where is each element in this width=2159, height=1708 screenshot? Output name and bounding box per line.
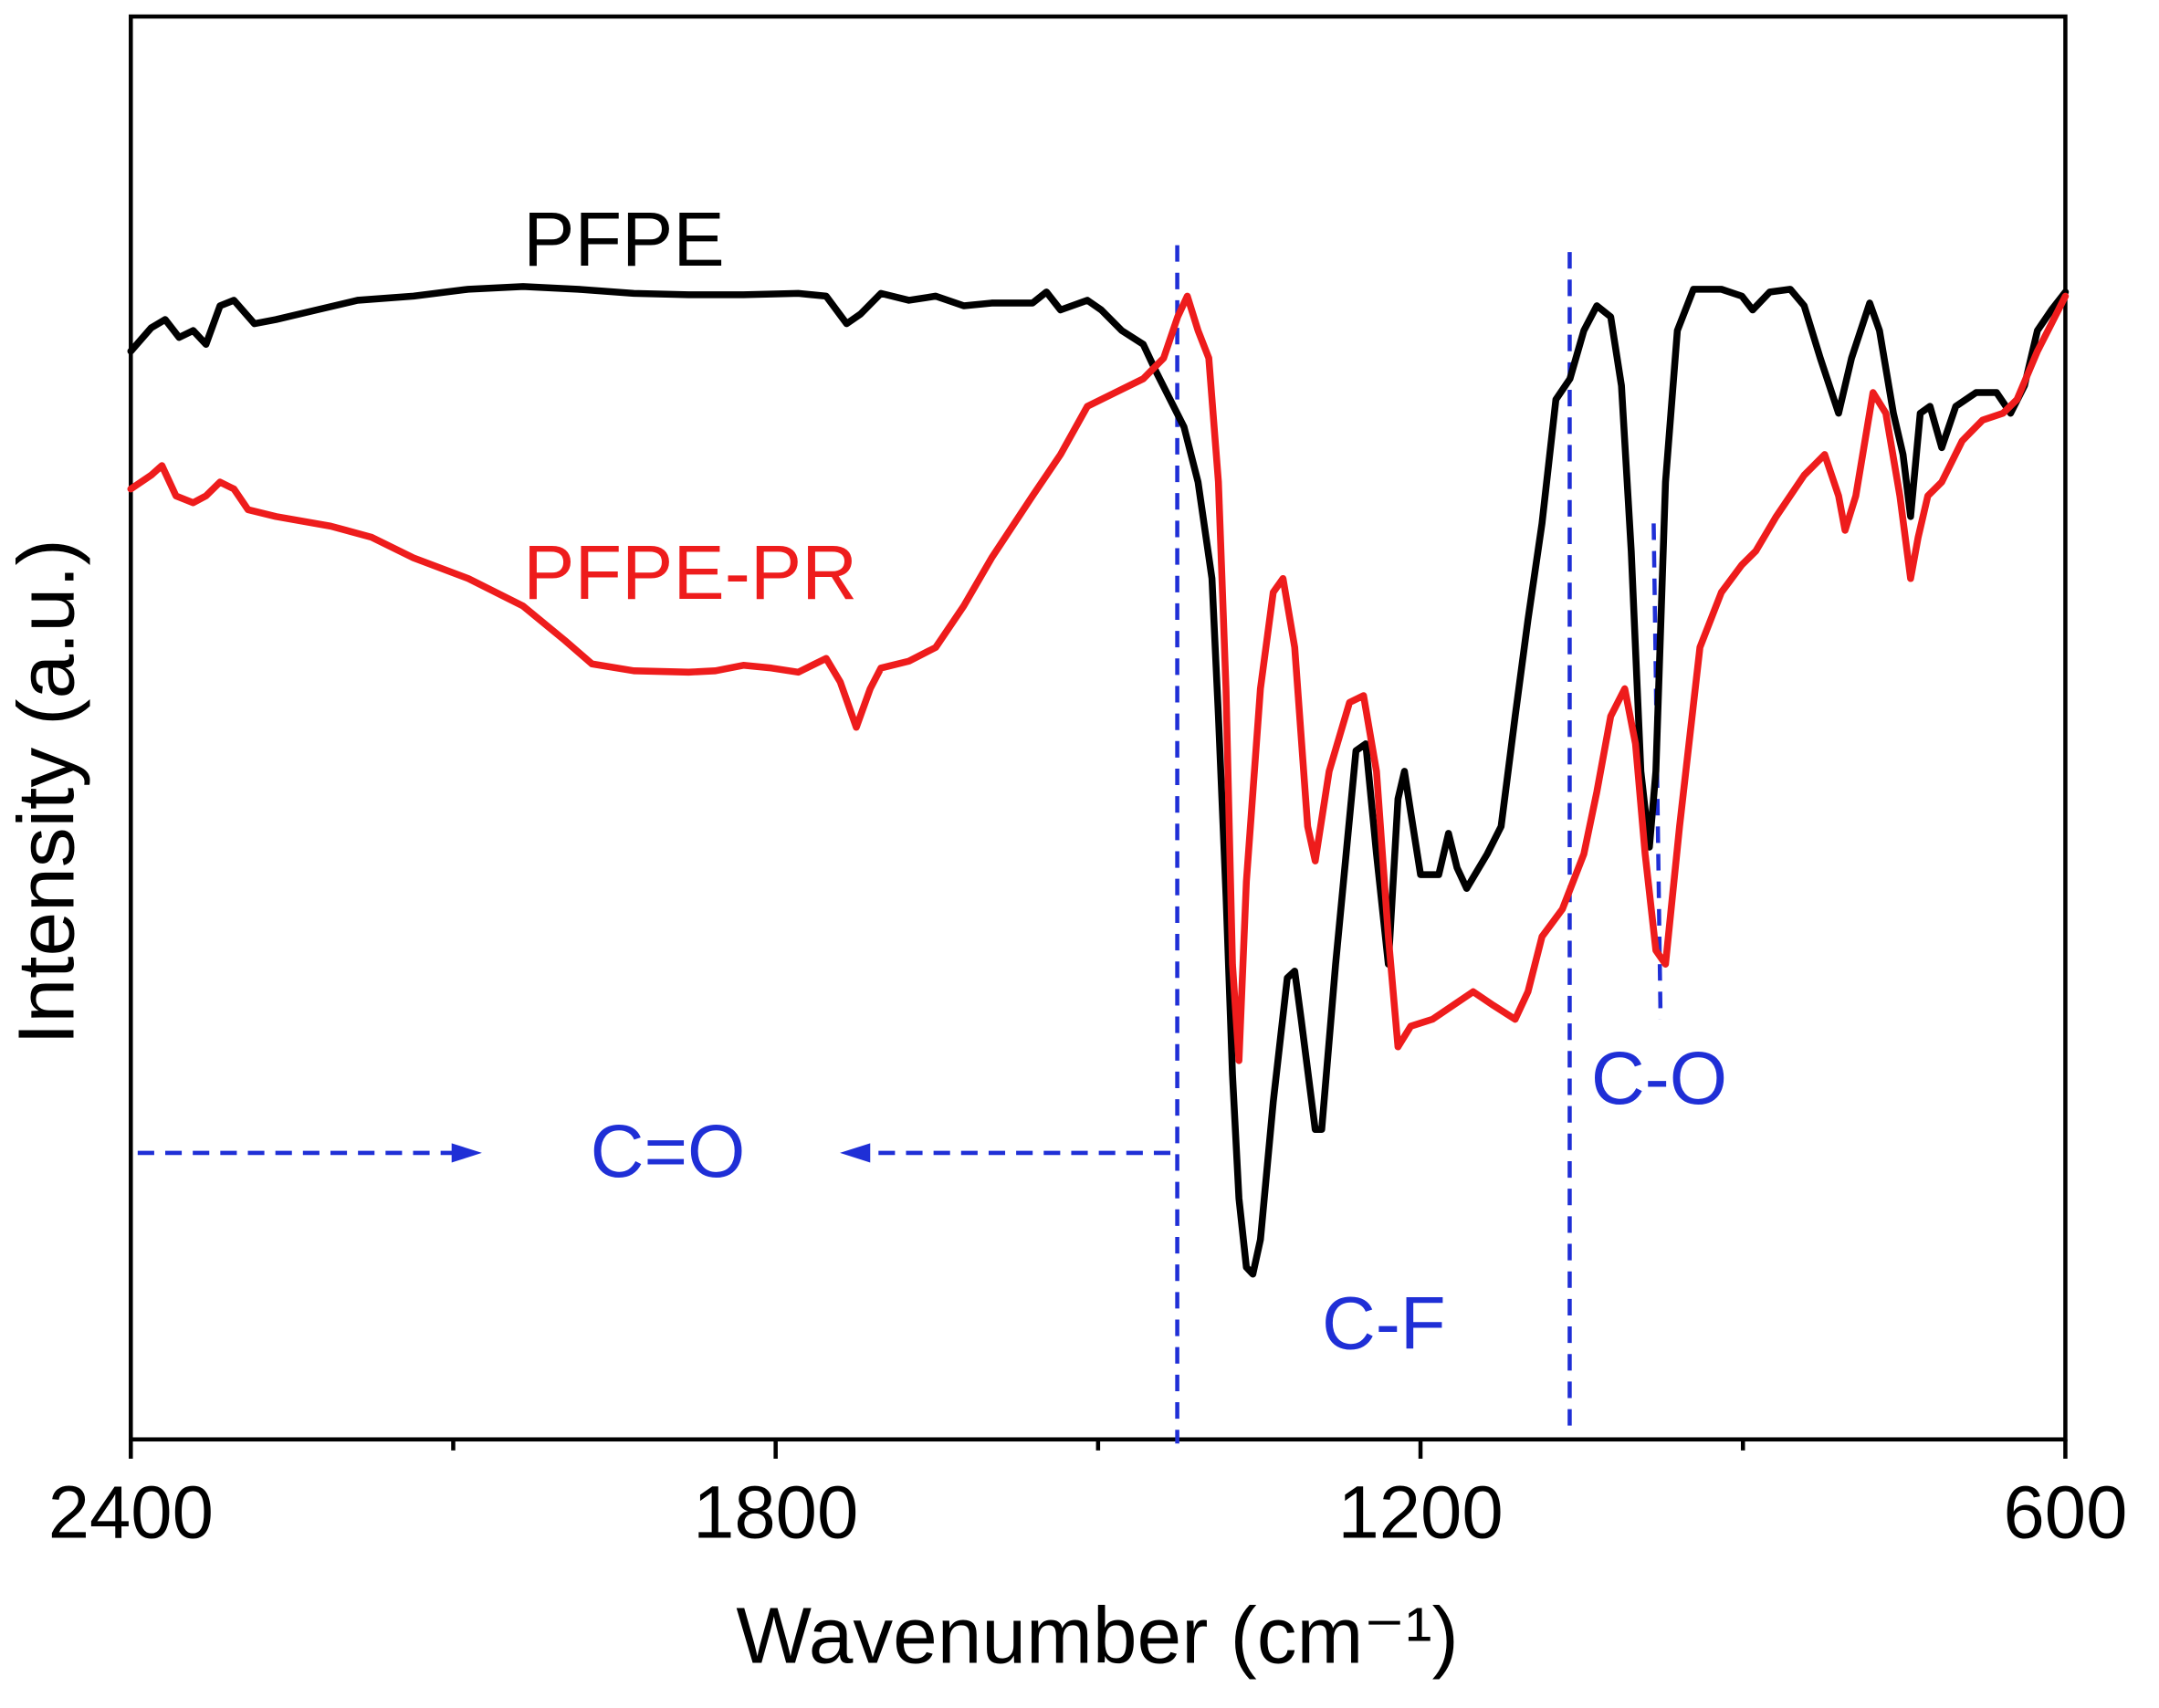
x-tick-label: 1200 xyxy=(1337,1471,1503,1554)
plot-frame xyxy=(129,14,2068,1442)
annotation: C-O xyxy=(1591,1037,1727,1120)
annotation: C=O xyxy=(591,1110,746,1193)
arrow-head xyxy=(451,1143,482,1163)
legend-label: PFPE-PR xyxy=(523,529,857,615)
x-tick-label: 2400 xyxy=(48,1471,214,1554)
series-line xyxy=(127,283,2070,1278)
series-line xyxy=(127,292,2070,1064)
x-tick-label: 1800 xyxy=(693,1471,858,1554)
x-tick-label: 600 xyxy=(2003,1471,2127,1554)
x-axis-label: Wavenumber (cm⁻¹) xyxy=(736,1591,1458,1681)
annotation: C-F xyxy=(1322,1283,1446,1366)
legend-label: PFPE xyxy=(523,196,725,282)
arrow-head xyxy=(840,1143,871,1163)
y-axis-label: Intensity (a.u.) xyxy=(1,539,90,1044)
annotation-lines xyxy=(137,245,1663,1444)
